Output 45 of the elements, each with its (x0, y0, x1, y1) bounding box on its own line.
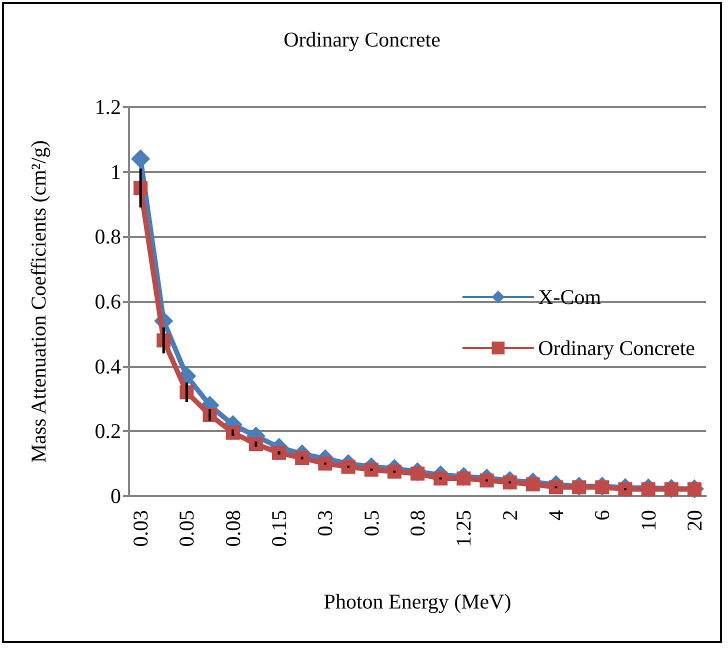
y-tick-label: 0.6 (94, 290, 121, 314)
point (387, 464, 402, 479)
x-tick-label: 0.3 (313, 510, 338, 536)
legend-label: X-Com (538, 285, 602, 309)
point (618, 482, 632, 496)
x-tick-label: 4 (544, 510, 568, 520)
y-tick-label: 0.8 (94, 224, 121, 249)
y-tick-label: 0.2 (94, 419, 121, 444)
point (480, 473, 494, 488)
y-tick-label: 1.2 (94, 95, 121, 119)
point (226, 426, 240, 440)
x-axis-title: Photon Energy (MeV) (324, 590, 512, 614)
x-tick-label: 0.05 (174, 510, 199, 547)
x-tick-label: 6 (590, 510, 614, 520)
legend-label: Ordinary Concrete (538, 336, 696, 360)
x-tick-label: 2 (498, 510, 522, 520)
point (272, 446, 286, 460)
y-tick-label: 0 (110, 484, 121, 508)
x-tick-label: 0.08 (220, 510, 245, 547)
y-tick-label: 1 (110, 160, 121, 184)
y-axis-title: Mass Attenuation Coefficients (cm²/g) (26, 140, 50, 463)
point (687, 482, 702, 496)
y-tick-label: 0.4 (94, 354, 122, 378)
x-tick-label: 0.8 (406, 510, 430, 536)
x-tick-label: 0.03 (128, 510, 153, 547)
x-tick-label: 0.15 (267, 510, 292, 547)
point (131, 149, 150, 168)
point (548, 480, 563, 494)
point (502, 475, 517, 490)
point (248, 437, 263, 452)
x-tick-label: 0.5 (359, 510, 384, 536)
point (664, 482, 678, 496)
point (456, 471, 471, 486)
point (341, 460, 356, 474)
x-tick-label: 20 (682, 510, 706, 531)
point (526, 477, 540, 492)
chart-title: Ordinary Concrete (284, 28, 440, 52)
x-tick-label: 1.25 (452, 510, 476, 547)
point (295, 451, 310, 466)
point (572, 480, 586, 494)
point (434, 471, 448, 486)
point (364, 462, 378, 477)
point (318, 456, 332, 471)
x-tick-label: 10 (636, 510, 660, 531)
point (410, 466, 424, 481)
